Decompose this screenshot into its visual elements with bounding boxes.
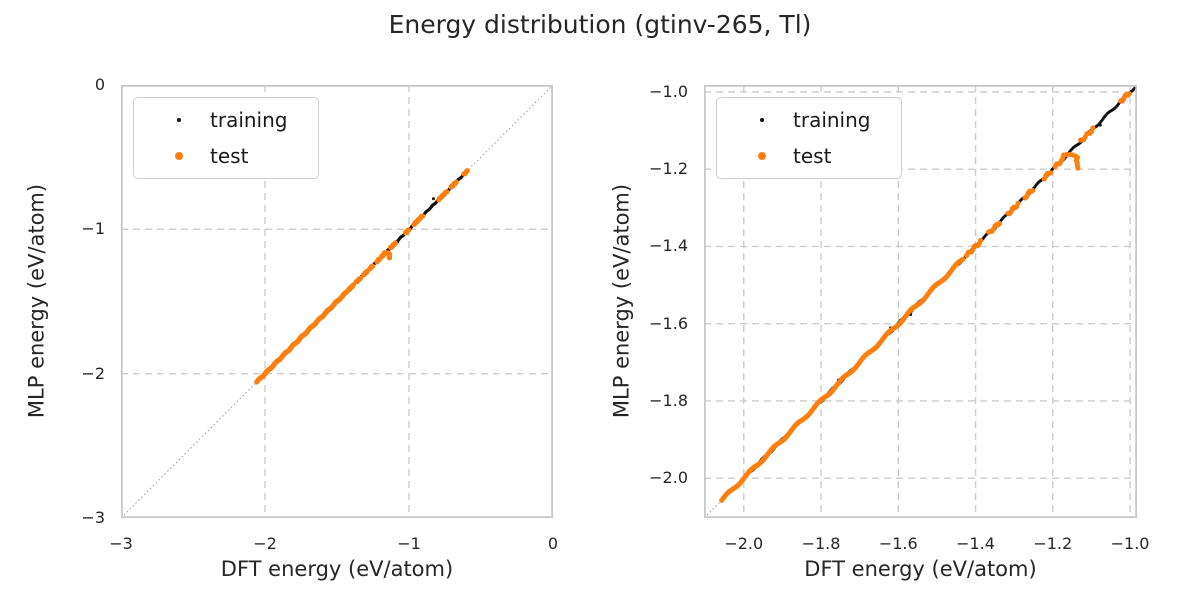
legend-entry-test: test bbox=[134, 138, 318, 174]
test-marker-icon bbox=[162, 152, 196, 160]
legend-entry-training: training bbox=[717, 102, 901, 138]
y-tick-label: −1 bbox=[81, 219, 105, 239]
training-marker-icon bbox=[162, 118, 196, 122]
right-x-axis-label: DFT energy (eV/atom) bbox=[804, 557, 1037, 581]
legend-label-training: training bbox=[210, 108, 288, 132]
left-x-axis-label: DFT energy (eV/atom) bbox=[220, 557, 454, 581]
legend-label-training: training bbox=[793, 108, 871, 132]
x-tick-label: −1.0 bbox=[1110, 534, 1150, 553]
right-plot-area: training test bbox=[704, 85, 1137, 518]
right-y-axis-label: MLP energy (eV/atom) bbox=[609, 183, 634, 419]
legend-entry-training: training bbox=[134, 102, 318, 138]
x-tick-label: −1 bbox=[397, 534, 421, 553]
y-tick-label: −2.0 bbox=[649, 468, 688, 488]
x-tick-label: −3 bbox=[109, 534, 133, 553]
legend-entry-test: test bbox=[717, 138, 901, 174]
x-tick-label: −1.6 bbox=[878, 534, 918, 553]
left-plot-area: training test bbox=[121, 85, 553, 518]
x-tick-label: −1.8 bbox=[801, 534, 841, 553]
x-tick-label: −2 bbox=[253, 534, 277, 553]
left-plot-svg bbox=[121, 85, 553, 518]
y-tick-label: −1.6 bbox=[649, 313, 688, 333]
y-tick-label: −1.8 bbox=[649, 390, 688, 410]
x-tick-label: 0 bbox=[547, 534, 559, 553]
y-tick-label: −2 bbox=[81, 363, 105, 383]
y-tick-label: −1.0 bbox=[649, 81, 688, 101]
x-tick-label: −2.0 bbox=[724, 534, 764, 553]
y-tick-label: −1.4 bbox=[649, 236, 688, 256]
test-marker-icon bbox=[745, 152, 779, 160]
x-tick-label: −1.2 bbox=[1033, 534, 1073, 553]
figure-title: Energy distribution (gtinv-265, Tl) bbox=[388, 10, 812, 39]
left-y-axis-label: MLP energy (eV/atom) bbox=[24, 183, 49, 419]
y-tick-label: −3 bbox=[81, 508, 105, 527]
left-legend: training test bbox=[133, 97, 319, 179]
y-tick-label: 0 bbox=[94, 75, 105, 94]
y-tick-label: −1.2 bbox=[649, 159, 688, 179]
training-marker-icon bbox=[745, 118, 779, 122]
right-plot-svg bbox=[704, 85, 1137, 518]
legend-label-test: test bbox=[793, 144, 832, 168]
legend-label-test: test bbox=[210, 144, 249, 168]
x-tick-label: −1.4 bbox=[956, 534, 995, 553]
right-legend: training test bbox=[716, 97, 902, 179]
